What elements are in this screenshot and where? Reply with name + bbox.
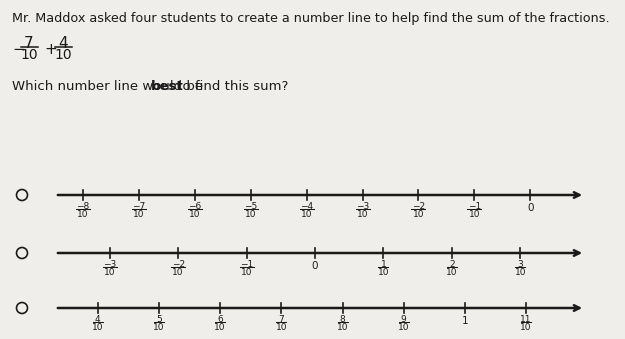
Text: best: best (151, 80, 184, 93)
Text: 10: 10 (412, 210, 424, 219)
Text: 3: 3 (518, 260, 523, 269)
Text: 11: 11 (520, 315, 532, 324)
Text: 10: 10 (520, 323, 532, 332)
Text: 10: 10 (104, 268, 116, 277)
Text: 7: 7 (24, 36, 34, 51)
Text: 10: 10 (92, 323, 104, 332)
Text: 10: 10 (276, 323, 287, 332)
Text: 10: 10 (20, 48, 38, 62)
Text: −2: −2 (412, 202, 425, 211)
Text: 9: 9 (401, 315, 407, 324)
Text: 1: 1 (381, 260, 386, 269)
Text: 10: 10 (189, 210, 201, 219)
Text: 0: 0 (312, 261, 318, 271)
Text: −1: −1 (468, 202, 481, 211)
Text: −1: −1 (240, 260, 253, 269)
Text: 10: 10 (54, 48, 72, 62)
Text: 10: 10 (357, 210, 368, 219)
Text: 10: 10 (301, 210, 312, 219)
Text: 2: 2 (449, 260, 454, 269)
Text: 10: 10 (245, 210, 256, 219)
Text: 10: 10 (446, 268, 458, 277)
Text: +: + (44, 42, 57, 57)
Text: Which number line would be: Which number line would be (12, 80, 208, 93)
Text: 10: 10 (153, 323, 165, 332)
Text: 5: 5 (156, 315, 162, 324)
Text: 7: 7 (279, 315, 284, 324)
Text: 10: 10 (173, 268, 184, 277)
Text: 10: 10 (337, 323, 348, 332)
Text: 8: 8 (339, 315, 346, 324)
Text: 10: 10 (514, 268, 526, 277)
Text: 10: 10 (214, 323, 226, 332)
Text: 10: 10 (378, 268, 389, 277)
Text: −2: −2 (172, 260, 185, 269)
Text: 10: 10 (398, 323, 409, 332)
Text: 4: 4 (95, 315, 101, 324)
Text: −8: −8 (76, 202, 89, 211)
Text: −7: −7 (132, 202, 146, 211)
Text: 10: 10 (133, 210, 144, 219)
Text: 1: 1 (462, 316, 468, 326)
Text: −6: −6 (188, 202, 201, 211)
Text: 10: 10 (469, 210, 480, 219)
Text: 6: 6 (217, 315, 223, 324)
Text: 10: 10 (241, 268, 252, 277)
Text: −5: −5 (244, 202, 258, 211)
Text: −3: −3 (103, 260, 116, 269)
Text: 10: 10 (78, 210, 89, 219)
Text: −: − (12, 42, 25, 57)
Text: −3: −3 (356, 202, 369, 211)
Text: 0: 0 (527, 203, 534, 213)
Text: to find this sum?: to find this sum? (174, 80, 289, 93)
Text: Mr. Maddox asked four students to create a number line to help find the sum of t: Mr. Maddox asked four students to create… (12, 12, 609, 25)
Text: −4: −4 (300, 202, 313, 211)
Text: 4: 4 (58, 36, 68, 51)
